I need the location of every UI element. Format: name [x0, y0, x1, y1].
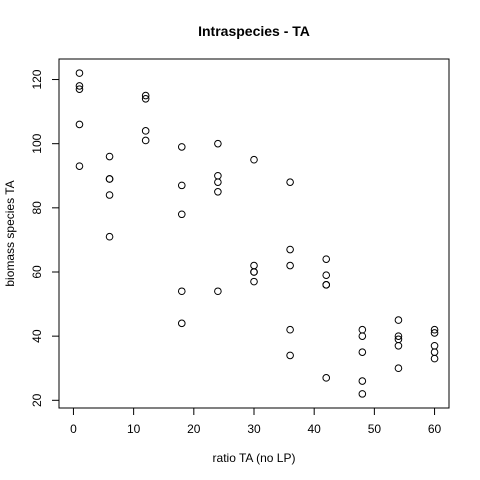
data-point	[430, 354, 439, 363]
x-axis: 0 10 20 30 40 50 60	[70, 408, 442, 436]
y-tick-label: 20	[30, 393, 44, 407]
data-point	[141, 127, 150, 135]
data-point	[286, 325, 294, 334]
data-point	[286, 178, 294, 186]
x-tick-label: 30	[247, 422, 261, 436]
data-point	[286, 261, 294, 270]
data-point	[105, 191, 114, 199]
data-point	[214, 287, 222, 296]
data-point	[430, 341, 439, 350]
y-axis: 20 40 60 80 100 120	[30, 69, 59, 407]
data-point	[177, 287, 186, 296]
data-point	[141, 136, 150, 145]
data-point	[177, 143, 186, 151]
data-point	[394, 332, 403, 340]
plot-area: 0 10 20 30 40 50 60 20 40 60 80 100 120	[30, 58, 450, 436]
data-point	[394, 364, 403, 373]
data-point	[358, 332, 367, 340]
data-point	[358, 348, 367, 356]
data-point	[250, 155, 258, 164]
y-tick-label: 60	[30, 265, 44, 279]
data-point	[105, 232, 114, 241]
data-point	[214, 187, 222, 196]
data-point	[322, 255, 331, 263]
data-point	[214, 139, 222, 148]
data-point	[430, 325, 439, 334]
data-point	[75, 69, 84, 77]
data-point	[141, 94, 150, 103]
x-tick-label: 40	[308, 422, 322, 436]
data-point	[214, 178, 222, 186]
y-tick-label: 120	[30, 69, 44, 89]
data-point	[105, 152, 114, 161]
data-point	[177, 210, 186, 219]
x-tick-label: 20	[187, 422, 201, 436]
plot-frame	[58, 58, 450, 409]
data-point	[358, 377, 367, 385]
data-point	[358, 325, 367, 334]
y-tick-label: 80	[30, 201, 44, 215]
data-point	[75, 85, 84, 93]
x-tick-label: 60	[428, 422, 442, 436]
data-point	[75, 120, 84, 129]
data-point	[322, 281, 331, 289]
data-point	[250, 277, 258, 286]
data-point	[286, 351, 294, 360]
y-tick-label: 100	[30, 133, 44, 153]
data-point	[141, 91, 150, 100]
data-point	[430, 348, 439, 356]
chart-title: Intraspecies - TA	[198, 23, 310, 39]
x-tick-label: 0	[70, 422, 77, 436]
data-point	[322, 271, 331, 280]
data-point	[430, 329, 439, 337]
y-tick-label: 40	[30, 329, 44, 343]
data-point	[250, 261, 258, 270]
data-point	[177, 319, 186, 328]
x-tick-label: 10	[127, 422, 141, 436]
data-point	[358, 390, 367, 398]
data-point	[286, 245, 294, 254]
data-point	[214, 171, 222, 180]
data-point	[75, 162, 84, 170]
data-point	[394, 316, 403, 324]
data-point	[105, 175, 114, 183]
y-axis-label: biomass species TA	[3, 180, 17, 286]
data-points	[75, 69, 439, 398]
data-point	[177, 181, 186, 190]
data-point	[250, 268, 258, 276]
data-point	[75, 82, 84, 90]
x-tick-label: 50	[368, 422, 382, 436]
x-axis-label: ratio TA (no LP)	[213, 451, 296, 465]
data-point	[394, 341, 403, 350]
data-point	[322, 374, 331, 382]
